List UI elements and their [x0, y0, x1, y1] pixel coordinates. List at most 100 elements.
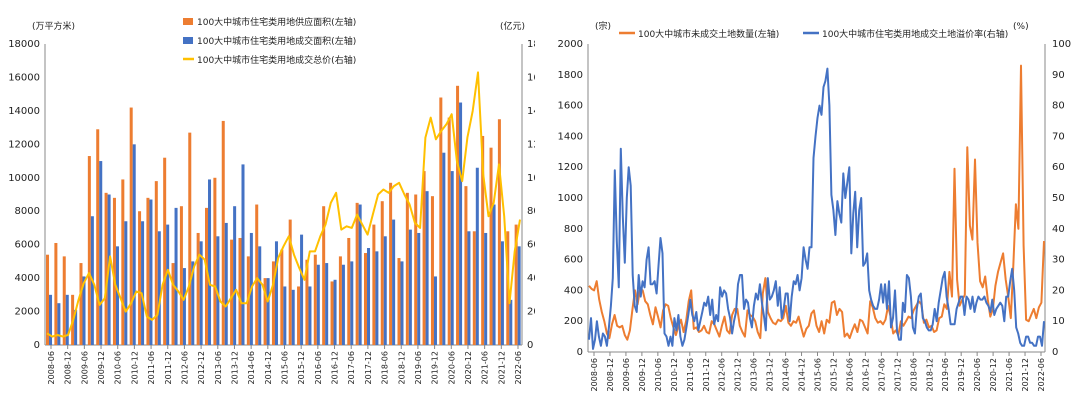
bar-supply: [238, 237, 242, 345]
bar-supply: [163, 157, 167, 345]
x-tick-label: 2020-12: [989, 358, 998, 391]
x-tick-label: 2021-12: [1021, 358, 1030, 391]
bar-transacted-area: [433, 276, 437, 345]
legend-swatch-transacted-area: [183, 37, 193, 44]
bar-supply: [288, 219, 292, 345]
bar-supply: [305, 259, 309, 345]
bar-supply: [188, 132, 192, 345]
x-tick-label: 2017-06: [347, 351, 356, 384]
bar-supply: [464, 186, 468, 345]
bar-supply: [46, 254, 50, 345]
bar-supply: [489, 147, 493, 345]
bar-supply: [271, 261, 275, 345]
x-tick-label: 2018-12: [925, 358, 934, 391]
bar-supply: [389, 182, 393, 345]
x-tick-label: 2008-12: [64, 351, 73, 384]
x-tick-label: 2010-12: [130, 351, 139, 384]
legend-label-premium-rate: 100大中城市住宅类用地成交土地溢价率(右轴): [822, 28, 1008, 40]
y-tick-left: 1600: [558, 101, 583, 112]
left-unit-label: (宗): [595, 20, 611, 32]
x-tick-label: 2011-06: [147, 351, 156, 384]
bar-supply: [430, 196, 434, 345]
bar-transacted-area: [500, 241, 504, 345]
bar-transacted-area: [425, 191, 429, 345]
y-tick-right: 8000: [527, 206, 535, 217]
bar-transacted-area: [283, 286, 287, 345]
bar-supply: [87, 156, 91, 345]
bar-supply: [405, 192, 409, 345]
bar-supply: [129, 107, 133, 346]
legend: 100大中城市未成交土地数量(左轴) 100大中城市住宅类用地成交土地溢价率(右…: [619, 28, 1008, 40]
x-tick-label: 2012-06: [718, 358, 727, 391]
bar-supply: [372, 224, 376, 345]
x-tick-label: 2011-06: [686, 358, 695, 391]
x-tick-label: 2013-06: [750, 358, 759, 391]
legend: 100大中城市住宅类用地供应面积(左轴) 100大中城市住宅类用地成交面积(左轴…: [183, 16, 356, 66]
bar-transacted-area: [450, 171, 454, 345]
bar-supply: [255, 204, 259, 345]
y-tick-left: 1800: [558, 70, 583, 81]
x-tick-label: 2017-12: [364, 351, 373, 384]
bar-transacted-area: [233, 206, 237, 345]
x-tick-label: 2014-12: [798, 358, 807, 391]
x-tick-label: 2018-12: [397, 351, 406, 384]
x-tick-label: 2016-12: [331, 351, 340, 384]
legend-label-total-price: 100大中城市住宅类用地成交总价(右轴): [197, 54, 356, 66]
bar-supply: [205, 207, 209, 345]
bar-supply: [447, 117, 451, 345]
x-tick-label: 2009-12: [638, 358, 647, 391]
y-tick-right: 40: [1052, 224, 1065, 235]
bar-supply: [439, 97, 443, 345]
bar-transacted-area: [308, 286, 312, 345]
x-tick-label: 2011-12: [164, 351, 173, 384]
bar-supply: [154, 181, 158, 345]
y-tick-left: 18000: [8, 39, 40, 50]
bar-transacted-area: [199, 241, 203, 345]
y-tick-right: 2000: [527, 307, 535, 318]
bar-transacted-area: [157, 231, 161, 345]
bar-transacted-area: [484, 232, 488, 345]
bar-supply: [62, 256, 66, 345]
bar-supply: [313, 254, 317, 345]
y-tick-left: 200: [564, 316, 583, 327]
y-tick-left: 10000: [8, 173, 40, 184]
bar-transacted-area: [274, 241, 278, 345]
bar-transacted-area: [174, 207, 178, 345]
x-tick-label: 2015-12: [297, 351, 306, 384]
x-tick-label: 2021-06: [1005, 358, 1014, 391]
x-tick-label: 2019-12: [431, 351, 440, 384]
chart-unsold-land-premium-rate: (宗) (%) 100大中城市未成交土地数量(左轴) 100大中城市住宅类用地成…: [558, 20, 1072, 391]
bar-supply: [138, 211, 142, 345]
x-tick-label: 2008-06: [47, 351, 56, 384]
y-tick-right: 70: [1052, 131, 1065, 142]
y-tick-right: 18000: [527, 39, 535, 50]
right-unit-label: (%): [1013, 22, 1029, 32]
bar-supply: [171, 263, 175, 345]
bar-transacted-area: [367, 248, 371, 345]
y-tick-left: 2000: [15, 307, 40, 318]
left-unit-label: (万平方米): [32, 20, 75, 32]
series-line-premium-rate: [588, 67, 1045, 350]
y-tick-left: 1000: [558, 193, 583, 204]
bar-supply: [355, 202, 359, 345]
bar-transacted-area: [141, 221, 145, 345]
bar-transacted-area: [132, 144, 136, 345]
bar-supply: [322, 206, 326, 345]
bar-supply: [514, 224, 518, 345]
bar-supply: [456, 85, 460, 346]
bar-supply: [96, 129, 100, 345]
bar-transacted-area: [392, 219, 396, 345]
y-tick-right: 10: [1052, 316, 1065, 327]
bar-supply: [230, 239, 234, 345]
y-tick-left: 0: [577, 347, 583, 358]
x-tick-label: 2008-12: [606, 358, 615, 391]
bar-supply: [297, 286, 301, 345]
x-tick-label: 2010-06: [654, 358, 663, 391]
bar-supply: [146, 197, 150, 345]
y-tick-left: 8000: [15, 206, 40, 217]
bar-supply: [347, 237, 351, 345]
x-tick-label: 2016-06: [314, 351, 323, 384]
bar-supply: [497, 119, 501, 345]
bar-supply: [179, 206, 183, 345]
bar-supply: [79, 263, 83, 345]
